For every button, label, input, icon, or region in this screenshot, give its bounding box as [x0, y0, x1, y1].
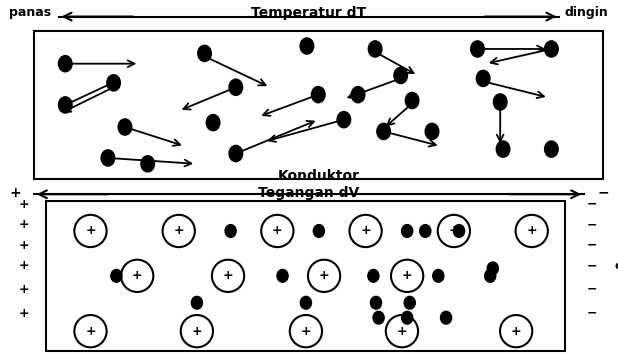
Ellipse shape [337, 112, 350, 128]
Ellipse shape [493, 94, 507, 110]
Ellipse shape [118, 119, 132, 135]
Ellipse shape [101, 150, 115, 166]
Text: +: + [449, 224, 459, 238]
Text: +: + [192, 325, 202, 338]
Ellipse shape [229, 79, 243, 95]
Bar [46, 201, 565, 350]
Ellipse shape [313, 224, 324, 237]
Text: Konduktor: Konduktor [277, 169, 359, 183]
Text: +: + [511, 325, 522, 338]
Text: +: + [18, 307, 29, 320]
Text: +: + [527, 224, 537, 238]
Ellipse shape [402, 224, 413, 237]
Text: +: + [272, 224, 282, 238]
Ellipse shape [300, 38, 314, 54]
Text: dingin: dingin [615, 261, 618, 271]
Text: +: + [300, 325, 311, 338]
Text: −: − [587, 283, 597, 296]
Text: −: − [587, 259, 597, 272]
Ellipse shape [425, 123, 439, 139]
Ellipse shape [496, 141, 510, 157]
Text: +: + [18, 198, 29, 211]
Ellipse shape [405, 92, 419, 109]
Ellipse shape [544, 141, 558, 157]
Bar [34, 31, 603, 178]
Text: −: − [587, 307, 597, 320]
Text: +: + [174, 224, 184, 238]
Ellipse shape [229, 145, 243, 162]
Ellipse shape [59, 56, 72, 72]
Ellipse shape [198, 45, 211, 62]
Ellipse shape [300, 296, 311, 309]
Ellipse shape [368, 269, 379, 282]
Ellipse shape [373, 311, 384, 324]
Text: +: + [132, 269, 143, 282]
Ellipse shape [471, 41, 485, 57]
Ellipse shape [206, 114, 220, 131]
Text: +: + [397, 325, 407, 338]
Ellipse shape [377, 123, 391, 139]
Text: −: − [587, 239, 597, 252]
Ellipse shape [370, 296, 381, 309]
Ellipse shape [404, 296, 415, 309]
Ellipse shape [394, 67, 407, 84]
Text: +: + [222, 269, 234, 282]
Text: +: + [319, 269, 329, 282]
Text: +: + [18, 283, 29, 296]
Text: −: − [597, 186, 609, 200]
Ellipse shape [485, 269, 496, 282]
Text: +: + [85, 224, 96, 238]
Text: panas: panas [9, 6, 51, 18]
Ellipse shape [476, 70, 490, 86]
Ellipse shape [454, 224, 465, 237]
Text: −: − [587, 218, 597, 232]
Ellipse shape [225, 224, 236, 237]
Text: −: − [587, 198, 597, 211]
Text: +: + [360, 224, 371, 238]
Ellipse shape [487, 262, 498, 275]
Ellipse shape [311, 86, 325, 103]
Ellipse shape [277, 269, 288, 282]
Text: Tegangan dV: Tegangan dV [258, 186, 360, 200]
Text: +: + [18, 218, 29, 232]
Ellipse shape [107, 75, 121, 91]
Text: +: + [18, 259, 29, 272]
Ellipse shape [351, 86, 365, 103]
Text: +: + [402, 269, 412, 282]
Ellipse shape [544, 41, 558, 57]
Ellipse shape [111, 269, 122, 282]
Ellipse shape [141, 156, 154, 172]
Ellipse shape [420, 224, 431, 237]
Text: +: + [18, 239, 29, 252]
Ellipse shape [402, 311, 413, 324]
Ellipse shape [368, 41, 382, 57]
Ellipse shape [59, 97, 72, 113]
Ellipse shape [433, 269, 444, 282]
Text: +: + [85, 325, 96, 338]
Ellipse shape [192, 296, 203, 309]
Text: +: + [9, 186, 21, 200]
Ellipse shape [441, 311, 452, 324]
Text: dingin: dingin [565, 6, 609, 18]
Text: Temperatur dT: Temperatur dT [252, 6, 366, 19]
